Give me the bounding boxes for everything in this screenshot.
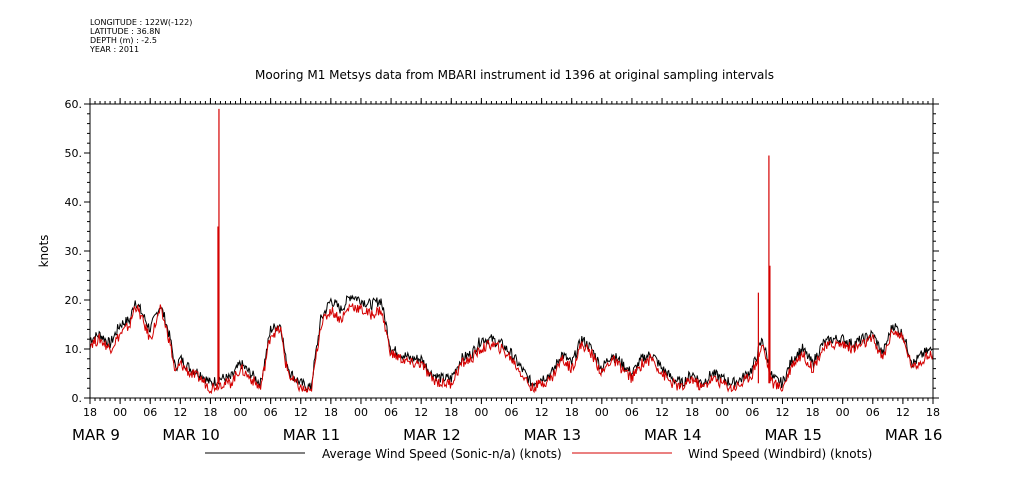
x-tick-label: 18	[324, 406, 338, 419]
y-tick-label: 30.	[65, 245, 83, 258]
y-tick-label: 40.	[65, 196, 83, 209]
chart-title: Mooring M1 Metsys data from MBARI instru…	[255, 68, 774, 82]
x-tick-label: 12	[896, 406, 910, 419]
x-day-label: MAR 13	[524, 426, 581, 444]
series-line-windbird	[89, 303, 934, 395]
x-tick-label: 06	[625, 406, 639, 419]
x-tick-label: 12	[294, 406, 308, 419]
x-tick-label: 18	[806, 406, 820, 419]
x-tick-label: 00	[474, 406, 488, 419]
x-day-label: MAR 14	[644, 426, 701, 444]
x-day-label: MAR 15	[764, 426, 821, 444]
year-label: YEAR : 2011	[90, 45, 140, 54]
x-day-label: MAR 9	[72, 426, 120, 444]
x-tick-label: 00	[836, 406, 850, 419]
x-tick-label: 00	[234, 406, 248, 419]
y-tick-label: 50.	[65, 147, 83, 160]
y-tick-label: 20.	[65, 294, 83, 307]
x-axis: 18 00 06 12 18 00 06 12 18 00 06 12 18 00 06 12 18 00 06 12…	[72, 98, 942, 444]
x-tick-label: 06	[745, 406, 759, 419]
legend: Average Wind Speed (Sonic-n/a) (knots) W…	[205, 447, 872, 461]
x-tick-label: 06	[264, 406, 278, 419]
series-layer	[89, 108, 934, 395]
chart-metadata: LONGITUDE : 122W(-122) LATITUDE : 36.8N …	[90, 18, 192, 54]
longitude-label: LONGITUDE : 122W(-122)	[90, 18, 193, 27]
x-tick-label: 12	[655, 406, 669, 419]
y-tick-label: 60.	[65, 98, 83, 111]
x-tick-label: 00	[113, 406, 127, 419]
x-tick-label: 00	[354, 406, 368, 419]
x-tick-label: 12	[775, 406, 789, 419]
x-tick-label: 18	[565, 406, 579, 419]
x-day-label: MAR 16	[885, 426, 942, 444]
x-tick-label: 12	[535, 406, 549, 419]
legend-label-windbird: Wind Speed (Windbird) (knots)	[688, 447, 872, 461]
x-tick-label: 18	[83, 406, 97, 419]
x-tick-label: 06	[143, 406, 157, 419]
x-tick-label: 18	[203, 406, 217, 419]
x-tick-label: 12	[173, 406, 187, 419]
x-tick-label: 06	[505, 406, 519, 419]
x-tick-label: 06	[866, 406, 880, 419]
depth-label: DEPTH (m) : -2.5	[90, 36, 157, 45]
series-line-sonic	[89, 294, 934, 392]
y-axis: 0. 10. 20. 30. 40. 50. 60.	[65, 98, 939, 405]
y-tick-label: 0.	[72, 392, 83, 405]
x-day-label: MAR 11	[283, 426, 340, 444]
x-day-label: MAR 10	[162, 426, 219, 444]
x-tick-label: 00	[715, 406, 729, 419]
y-axis-label: knots	[37, 235, 51, 268]
x-tick-label: 00	[595, 406, 609, 419]
latitude-label: LATITUDE : 36.8N	[90, 27, 161, 36]
x-tick-label: 18	[685, 406, 699, 419]
x-tick-label: 18	[444, 406, 458, 419]
legend-label-sonic: Average Wind Speed (Sonic-n/a) (knots)	[322, 447, 562, 461]
x-tick-label: 18	[926, 406, 940, 419]
x-tick-label: 12	[414, 406, 428, 419]
x-tick-label: 06	[384, 406, 398, 419]
y-tick-label: 10.	[65, 343, 83, 356]
x-day-label: MAR 12	[403, 426, 460, 444]
